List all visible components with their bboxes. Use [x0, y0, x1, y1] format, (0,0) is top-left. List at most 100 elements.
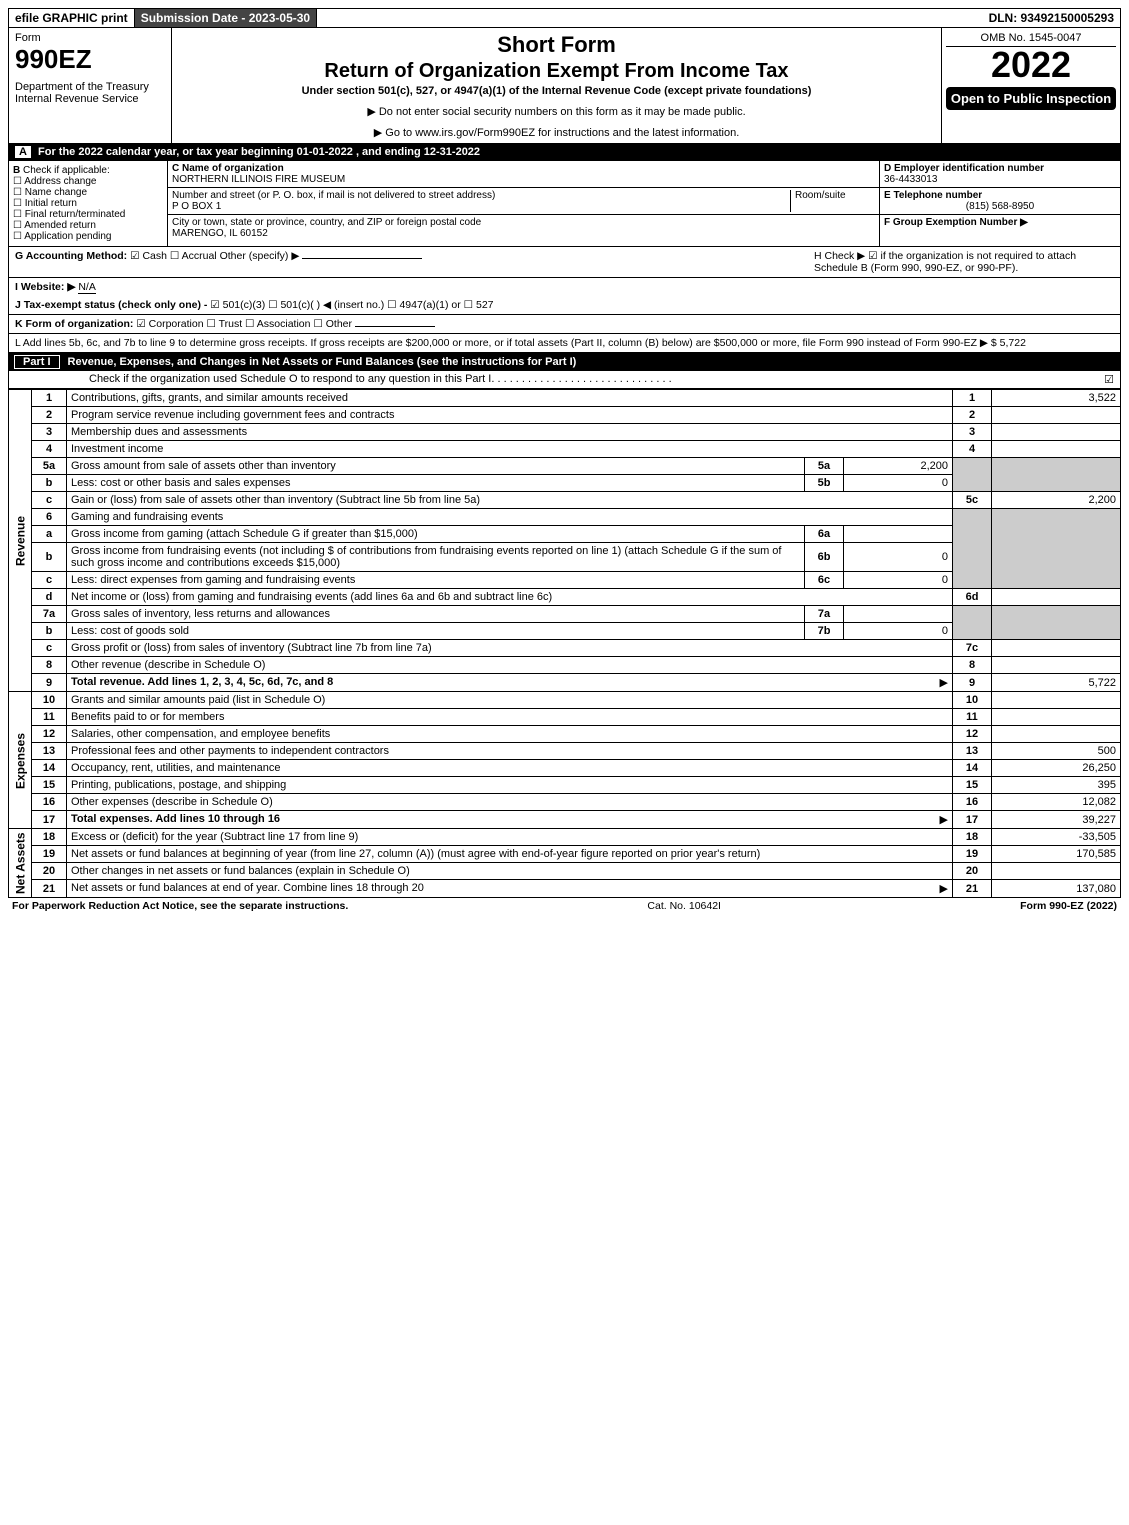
b-heading: Check if applicable:: [23, 165, 110, 176]
l6a-iv: [844, 526, 953, 543]
l3-num: 3: [32, 424, 67, 441]
k-options: ☑ Corporation ☐ Trust ☐ Association ☐ Ot…: [136, 318, 352, 330]
l6a-num: a: [32, 526, 67, 543]
l13-desc: Professional fees and other payments to …: [67, 743, 953, 760]
l9-desc: Total revenue. Add lines 1, 2, 3, 4, 5c,…: [67, 674, 953, 692]
l16-desc: Other expenses (describe in Schedule O): [67, 794, 953, 811]
i-label: I Website: ▶: [15, 281, 75, 293]
l4-box: 4: [953, 441, 992, 458]
l5a-il: 5a: [805, 458, 844, 475]
l16-val: 12,082: [992, 794, 1121, 811]
part-i-heading: Revenue, Expenses, and Changes in Net As…: [68, 356, 577, 368]
chk-initial-return[interactable]: Initial return: [13, 198, 77, 209]
l6c-num: c: [32, 572, 67, 589]
l5b-desc: Less: cost or other basis and sales expe…: [67, 475, 805, 492]
l8-val: [992, 657, 1121, 674]
section-c: C Name of organization NORTHERN ILLINOIS…: [168, 161, 880, 246]
l5b-iv: 0: [844, 475, 953, 492]
l17-desc: Total expenses. Add lines 10 through 16 …: [67, 811, 953, 829]
block-bcdef: B Check if applicable: Address change Na…: [8, 161, 1121, 247]
l14-val: 26,250: [992, 760, 1121, 777]
l6a-desc: Gross income from gaming (attach Schedul…: [67, 526, 805, 543]
l9-num: 9: [32, 674, 67, 692]
j-options: ☑ 501(c)(3) ☐ 501(c)( ) ◀ (insert no.) ☐…: [210, 299, 493, 311]
l7b-num: b: [32, 623, 67, 640]
l14-num: 14: [32, 760, 67, 777]
l7a-iv: [844, 606, 953, 623]
chk-application-pending[interactable]: Application pending: [13, 231, 112, 242]
chk-address-change[interactable]: Address change: [13, 176, 96, 187]
city-label: City or town, state or province, country…: [172, 217, 481, 228]
l3-desc: Membership dues and assessments: [67, 424, 953, 441]
page-footer: For Paperwork Reduction Act Notice, see …: [8, 898, 1121, 914]
telephone: (815) 568-8950: [884, 201, 1116, 212]
part-i-checkbox[interactable]: ☑: [1104, 373, 1114, 386]
l1-desc: Contributions, gifts, grants, and simila…: [67, 390, 953, 407]
l6-desc: Gaming and fundraising events: [67, 509, 953, 526]
l5c-desc: Gain or (loss) from sale of assets other…: [67, 492, 953, 509]
l7b-iv: 0: [844, 623, 953, 640]
l12-num: 12: [32, 726, 67, 743]
part-i-sub: Check if the organization used Schedule …: [8, 371, 1121, 389]
l6a-il: 6a: [805, 526, 844, 543]
g-other: Other (specify) ▶: [220, 250, 300, 262]
chk-final-return[interactable]: Final return/terminated: [13, 209, 125, 220]
short-form-title: Short Form: [178, 32, 935, 58]
l17-num: 17: [32, 811, 67, 829]
line-a: A For the 2022 calendar year, or tax yea…: [8, 144, 1121, 161]
efile-label: efile GRAPHIC print: [9, 9, 135, 27]
l12-box: 12: [953, 726, 992, 743]
l3-box: 3: [953, 424, 992, 441]
section-g-to-l: G Accounting Method: ☑ Cash ☐ Accrual Ot…: [8, 247, 1121, 353]
l3-val: [992, 424, 1121, 441]
l20-val: [992, 863, 1121, 880]
l15-desc: Printing, publications, postage, and shi…: [67, 777, 953, 794]
l7a-il: 7a: [805, 606, 844, 623]
l7c-num: c: [32, 640, 67, 657]
l2-desc: Program service revenue including govern…: [67, 407, 953, 424]
l4-desc: Investment income: [67, 441, 953, 458]
l4-val: [992, 441, 1121, 458]
l21-box: 21: [953, 880, 992, 898]
l7c-val: [992, 640, 1121, 657]
chk-name-change[interactable]: Name change: [13, 187, 87, 198]
l4-num: 4: [32, 441, 67, 458]
l17-box: 17: [953, 811, 992, 829]
l19-box: 19: [953, 846, 992, 863]
l21-desc: Net assets or fund balances at end of ye…: [67, 880, 953, 898]
l10-val: [992, 692, 1121, 709]
submission-date: Submission Date - 2023-05-30: [135, 9, 317, 27]
expenses-side-label: Expenses: [9, 692, 32, 829]
l6b-desc: Gross income from fundraising events (no…: [67, 543, 805, 572]
l21-num: 21: [32, 880, 67, 898]
l6d-num: d: [32, 589, 67, 606]
l5a-iv: 2,200: [844, 458, 953, 475]
g-accrual: Accrual: [182, 250, 217, 262]
l13-num: 13: [32, 743, 67, 760]
part-i-header: Part I Revenue, Expenses, and Changes in…: [8, 353, 1121, 371]
section-b: B Check if applicable: Address change Na…: [9, 161, 168, 246]
form-subtitle: Under section 501(c), 527, or 4947(a)(1)…: [178, 85, 935, 97]
l11-box: 11: [953, 709, 992, 726]
l5b-il: 5b: [805, 475, 844, 492]
footer-left: For Paperwork Reduction Act Notice, see …: [12, 900, 348, 912]
l14-desc: Occupancy, rent, utilities, and maintena…: [67, 760, 953, 777]
l20-num: 20: [32, 863, 67, 880]
l15-val: 395: [992, 777, 1121, 794]
part-i-tag: Part I: [14, 355, 60, 369]
netassets-side-label: Net Assets: [9, 829, 32, 898]
line-a-letter: A: [15, 146, 31, 158]
l13-box: 13: [953, 743, 992, 760]
org-name: NORTHERN ILLINOIS FIRE MUSEUM: [172, 174, 345, 185]
l20-box: 20: [953, 863, 992, 880]
header-right: OMB No. 1545-0047 2022 Open to Public In…: [942, 28, 1120, 143]
org-address: P O BOX 1: [172, 201, 221, 212]
chk-amended-return[interactable]: Amended return: [13, 220, 96, 231]
l20-desc: Other changes in net assets or fund bala…: [67, 863, 953, 880]
l7b-il: 7b: [805, 623, 844, 640]
form-word: Form: [15, 32, 165, 44]
l7a-num: 7a: [32, 606, 67, 623]
org-city: MARENGO, IL 60152: [172, 228, 268, 239]
l18-num: 18: [32, 829, 67, 846]
l6c-iv: 0: [844, 572, 953, 589]
